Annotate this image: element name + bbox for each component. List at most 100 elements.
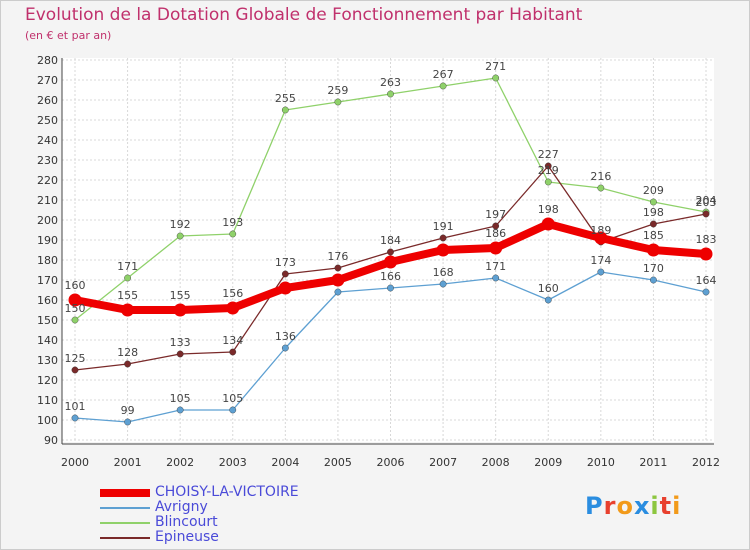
data-label-blincourt: 193 — [222, 216, 243, 229]
legend-label-avrigny: Avrigny — [155, 499, 208, 515]
data-label-choisy-la-victoire: 155 — [170, 289, 191, 302]
x-tick-label: 2004 — [271, 456, 299, 469]
data-label-epineuse: 197 — [485, 208, 506, 221]
data-label-avrigny: 99 — [121, 404, 135, 417]
x-tick-label: 2009 — [534, 456, 562, 469]
data-point-blincourt — [439, 82, 447, 90]
data-point-avrigny — [439, 280, 447, 288]
data-label-blincourt: 219 — [538, 164, 559, 177]
data-label-avrigny: 136 — [275, 330, 296, 343]
data-point-blincourt — [124, 274, 131, 282]
data-point-epineuse — [281, 270, 289, 278]
logo-letter: t — [659, 492, 673, 520]
data-point-choisy-la-victoire — [436, 243, 450, 257]
data-label-choisy-la-victoire: 186 — [485, 227, 506, 240]
data-point-avrigny — [334, 288, 342, 296]
data-label-epineuse: 191 — [433, 220, 454, 233]
data-label-epineuse: 134 — [222, 334, 243, 347]
data-point-epineuse — [176, 350, 184, 358]
x-tick-label: 2011 — [639, 456, 667, 469]
data-point-choisy-la-victoire — [278, 281, 292, 295]
logo-letter: i — [650, 492, 660, 520]
data-label-epineuse: 184 — [380, 234, 401, 247]
y-tick-label: 140 — [37, 334, 58, 347]
data-point-choisy-la-victoire — [384, 255, 397, 269]
data-point-blincourt — [281, 106, 289, 114]
data-label-epineuse: 227 — [538, 148, 559, 161]
data-label-blincourt: 204 — [696, 194, 717, 207]
legend-label-epineuse: Epineuse — [155, 529, 219, 545]
data-point-avrigny — [544, 296, 552, 304]
data-point-blincourt — [71, 316, 79, 324]
y-tick-label: 200 — [37, 214, 58, 227]
x-tick-label: 2000 — [61, 456, 89, 469]
data-point-blincourt — [597, 184, 605, 192]
logo-letter: r — [603, 492, 617, 520]
data-label-choisy-la-victoire: 156 — [222, 287, 243, 300]
logo-letter: i — [672, 492, 682, 520]
data-point-choisy-la-victoire — [68, 293, 82, 307]
data-label-blincourt: 192 — [170, 218, 191, 231]
data-point-epineuse — [702, 210, 710, 218]
data-label-blincourt: 263 — [380, 76, 401, 89]
data-label-avrigny: 168 — [433, 266, 454, 279]
y-tick-label: 130 — [37, 354, 58, 367]
x-tick-label: 2010 — [587, 456, 615, 469]
data-point-blincourt — [334, 98, 342, 106]
chart-title: Evolution de la Dotation Globale de Fonc… — [25, 5, 583, 25]
y-tick-label: 160 — [37, 294, 58, 307]
data-label-epineuse: 198 — [643, 206, 664, 219]
data-label-avrigny: 166 — [380, 270, 401, 283]
data-label-epineuse: 173 — [275, 256, 296, 269]
x-tick-label: 2012 — [692, 456, 720, 469]
data-point-epineuse — [124, 360, 131, 368]
data-point-avrigny — [176, 406, 184, 414]
data-point-choisy-la-victoire — [541, 217, 555, 231]
y-tick-label: 280 — [37, 54, 58, 67]
data-label-avrigny: 164 — [696, 274, 717, 287]
data-point-avrigny — [650, 276, 657, 284]
data-point-epineuse — [229, 348, 237, 356]
data-label-blincourt: 259 — [327, 84, 348, 97]
logo-letter: x — [633, 492, 651, 520]
data-label-epineuse: 203 — [696, 196, 717, 209]
data-label-avrigny: 170 — [643, 262, 664, 275]
y-tick-label: 270 — [37, 74, 58, 87]
data-point-avrigny — [702, 288, 710, 296]
data-point-avrigny — [387, 284, 394, 292]
data-label-blincourt: 255 — [275, 92, 296, 105]
data-point-epineuse — [439, 234, 447, 242]
x-tick-label: 2001 — [114, 456, 142, 469]
x-tick-label: 2007 — [429, 456, 457, 469]
data-label-blincourt: 267 — [433, 68, 454, 81]
data-label-epineuse: 176 — [327, 250, 348, 263]
y-tick-label: 120 — [37, 374, 58, 387]
x-tick-label: 2003 — [219, 456, 247, 469]
data-point-avrigny — [597, 268, 605, 276]
data-point-epineuse — [71, 366, 79, 374]
data-label-choisy-la-victoire: 183 — [696, 233, 717, 246]
y-tick-label: 170 — [37, 274, 58, 287]
data-label-choisy-la-victoire: 185 — [643, 229, 664, 242]
data-point-blincourt — [176, 232, 184, 240]
data-label-blincourt: 216 — [590, 170, 611, 183]
data-label-avrigny: 160 — [538, 282, 559, 295]
data-label-blincourt: 271 — [485, 60, 506, 73]
data-point-choisy-la-victoire — [226, 301, 240, 315]
data-point-blincourt — [650, 198, 657, 206]
x-tick-label: 2008 — [482, 456, 510, 469]
y-tick-label: 210 — [37, 194, 58, 207]
y-tick-label: 240 — [37, 134, 58, 147]
data-point-avrigny — [71, 414, 79, 422]
data-label-blincourt: 171 — [117, 260, 138, 273]
data-label-choisy-la-victoire: 155 — [117, 289, 138, 302]
data-label-epineuse: 189 — [590, 224, 611, 237]
y-tick-label: 150 — [37, 314, 58, 327]
y-tick-label: 220 — [37, 174, 58, 187]
data-point-choisy-la-victoire — [331, 273, 345, 287]
logo-letter: P — [585, 492, 604, 520]
data-point-choisy-la-victoire — [121, 303, 135, 317]
data-label-avrigny: 105 — [222, 392, 243, 405]
y-tick-label: 190 — [37, 234, 58, 247]
